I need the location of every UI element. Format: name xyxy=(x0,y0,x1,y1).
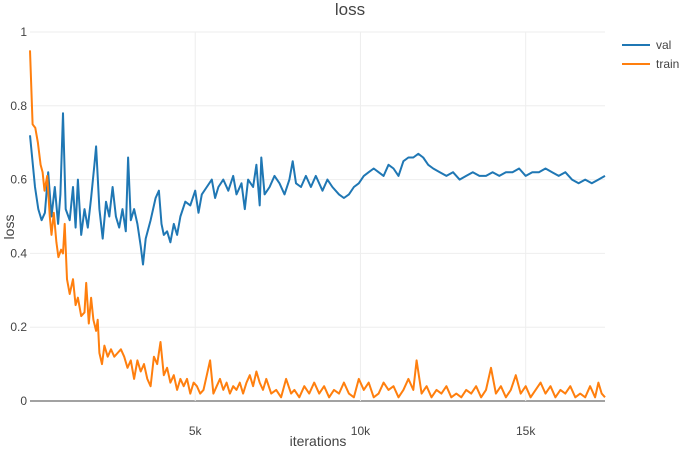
y-tick-label: 0.6 xyxy=(10,173,27,187)
series-layer xyxy=(29,50,606,399)
y-tick-label: 0.2 xyxy=(10,320,27,334)
x-axis-label: iterations xyxy=(290,433,347,449)
x-tick-label: 5k xyxy=(189,424,203,438)
x-tick-label: 10k xyxy=(351,424,371,438)
legend-item-train[interactable]: train xyxy=(622,57,679,71)
x-tick-label: 15k xyxy=(516,424,536,438)
legend-label: train xyxy=(656,57,679,71)
y-tick-label: 1 xyxy=(20,25,27,39)
legend: val train xyxy=(622,38,679,71)
grid-layer xyxy=(30,31,605,402)
y-tick-label: 0 xyxy=(20,394,27,408)
legend-label: val xyxy=(656,38,671,52)
series-line-val xyxy=(29,112,606,266)
y-tick-label: 0.4 xyxy=(10,246,27,260)
y-axis-label: loss xyxy=(1,215,17,240)
series-line-train xyxy=(29,50,606,399)
y-tick-label: 0.8 xyxy=(10,99,27,113)
chart-title: loss xyxy=(335,0,365,19)
legend-item-val[interactable]: val xyxy=(622,38,671,52)
